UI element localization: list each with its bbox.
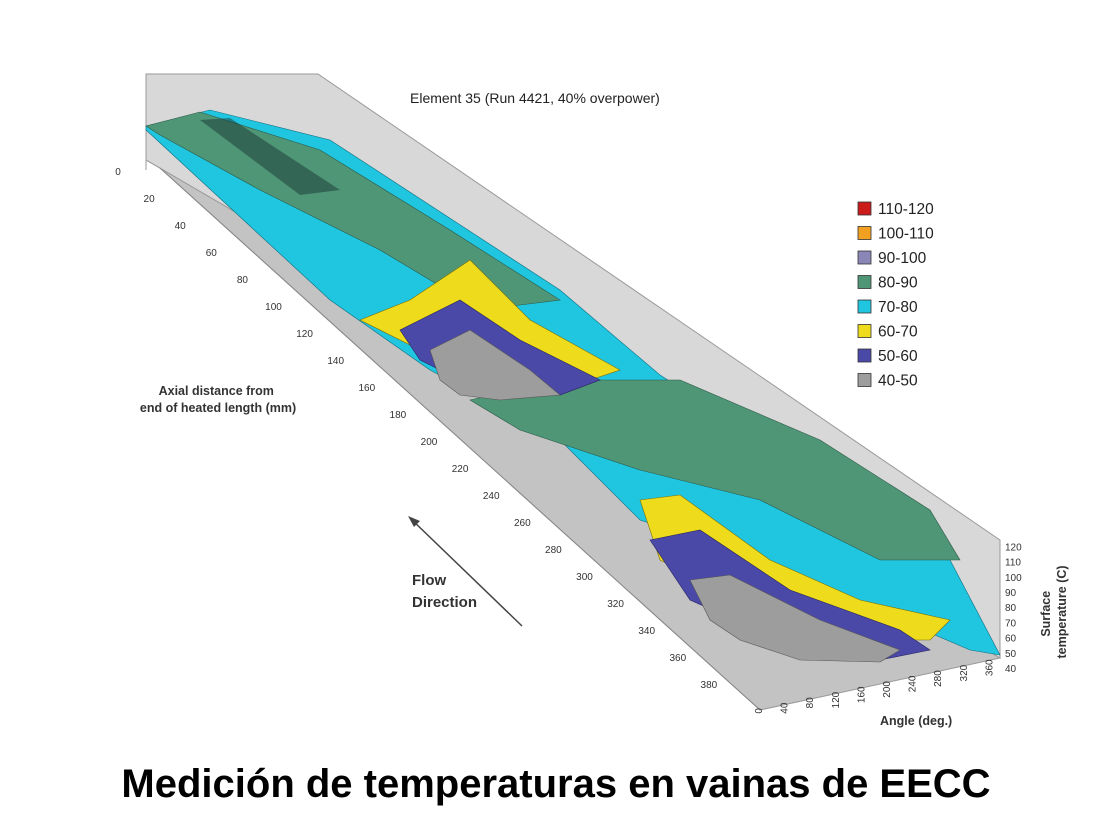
legend-swatch [857,373,872,387]
x-tick-label: 100 [265,302,282,313]
legend-label: 50-60 [878,348,918,365]
legend-label: 100-110 [878,226,934,243]
x-tick-label: 360 [669,653,686,664]
x-tick-label: 60 [206,248,218,259]
legend-swatch [857,275,872,289]
z-axis-title-line-2: temperature (C) [1055,565,1069,658]
x-tick-label: 300 [576,572,593,583]
y-axis-title: Angle (deg.) [880,714,952,728]
y-tick-label: 120 [831,691,842,708]
flow-label: Flow Direction [412,572,477,611]
flow-label-line-1: Flow [412,572,446,589]
y-tick-label: 320 [959,664,970,681]
legend-label: 70-80 [878,299,918,316]
x-tick-label: 280 [545,545,562,556]
z-tick-label: 100 [1005,573,1022,584]
legend-label: 40-50 [878,373,918,390]
x-tick-label: 220 [452,464,469,475]
y-tick-label: 280 [933,670,944,687]
x-tick-label: 20 [144,194,156,205]
surface-band-grey-1 [429,329,561,401]
surface-band-grey-2 [689,574,901,663]
flow-arrowhead [408,516,420,527]
x-tick-label: 340 [638,626,655,637]
y-tick-label: 80 [805,697,816,709]
y-tick-label: 240 [908,675,919,692]
flow-arrow [409,517,523,627]
y-tick-label: 40 [780,702,791,714]
x-tick-label: 140 [327,356,344,367]
x-tick-label: 240 [483,491,500,502]
x-axis-title-line-2: end of heated length (mm) [140,401,296,415]
z-tick-label: 120 [1005,542,1022,553]
x-tick-label: 40 [175,221,187,232]
surface [145,109,1001,663]
z-tick-label: 80 [1005,603,1017,614]
y-tick-label: 0 [754,708,765,714]
legend-swatch [857,226,872,240]
z-tick-label: 40 [1005,664,1017,675]
y-tick-label: 160 [856,686,867,703]
x-axis-title: Axial distance from end of heated length… [140,384,296,415]
legend-swatch [857,348,872,363]
legend-swatch [857,201,872,216]
surface-shadow [200,118,340,195]
x-tick-label: 380 [701,680,718,691]
x-axis-ticks: 0 20 40 60 80 100 120 140 160 180 200 220 240 260 280 3… [115,167,717,691]
chart-title: Element 35 (Run 4421, 40% overpower) [410,90,660,106]
x-tick-label: 200 [421,437,438,448]
legend-label: 110-120 [878,201,934,218]
legend: 110-120 100-110 90-100 80-90 70-80 60-70 50-60… [857,201,934,390]
surface-band-green-2 [469,379,961,561]
front-edge [159,167,761,711]
legend-swatch [857,250,872,265]
z-tick-label: 110 [1005,558,1021,569]
z-axis-title-line-1: Surface [1039,591,1053,637]
z-tick-label: 70 [1005,618,1017,629]
y-axis-ticks: 0 40 80 120 160 200 240 280 320 360 [754,659,995,714]
y-tick-label: 200 [882,681,893,698]
slide-caption: Medición de temperaturas en vainas de EE… [121,762,991,806]
z-tick-label: 60 [1005,634,1017,645]
legend-label: 80-90 [878,275,918,292]
z-axis-ticks: 40 50 60 70 80 90 100 110 120 [1005,542,1022,675]
y-tick-label: 360 [984,659,995,676]
x-tick-label: 80 [237,275,249,286]
x-tick-label: 0 [115,167,121,178]
x-tick-label: 320 [607,599,624,610]
flow-label-line-2: Direction [412,594,477,611]
z-axis-title: Surface temperature (C) [1039,565,1069,658]
legend-swatch [857,324,872,338]
legend-label: 60-70 [878,324,918,341]
x-tick-label: 260 [514,518,531,529]
z-tick-label: 90 [1005,588,1017,599]
z-tick-label: 50 [1005,649,1017,660]
legend-swatch [857,299,872,314]
surface-band-green-1 [145,111,561,311]
x-tick-label: 180 [390,410,407,421]
x-tick-label: 160 [358,383,375,394]
x-axis-title-line-1: Axial distance from [159,384,274,398]
x-tick-label: 120 [296,329,313,340]
legend-label: 90-100 [878,250,927,267]
